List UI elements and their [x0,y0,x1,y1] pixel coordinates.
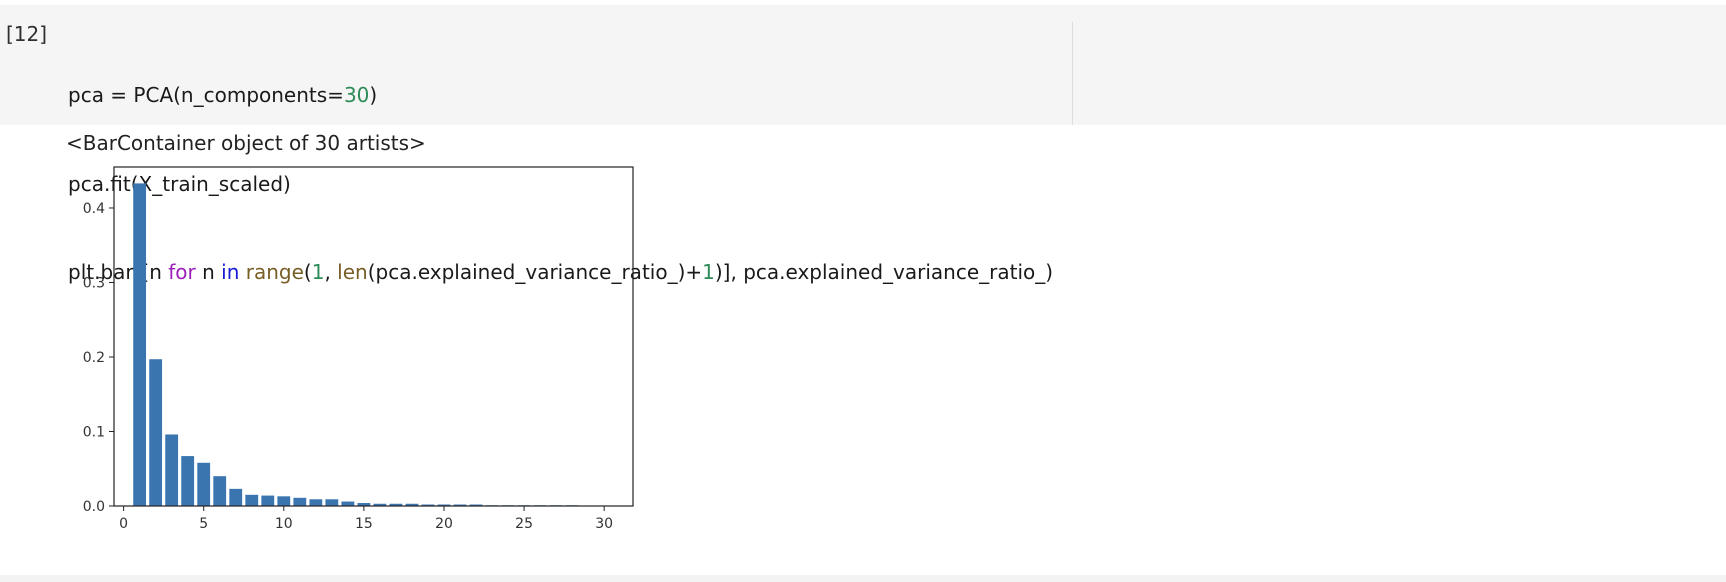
chart-bar [181,456,195,506]
code-token: ( [303,260,312,284]
code-keyword: for [168,260,196,284]
code-line-3: plt.bar([n for n in range(1, len(pca.exp… [68,258,1053,288]
code-number: 1 [702,260,715,284]
chart-bar [213,476,227,506]
code-builtin: range [245,260,304,284]
chart-bar [325,499,339,506]
y-tick-label: 0.0 [83,499,105,515]
code-token: )], pca.explained_variance_ratio_) [714,260,1054,284]
chart-bar [277,496,291,506]
code-builtin: len [337,260,368,284]
top-strip [0,0,1726,5]
y-tick-label: 0.4 [83,201,105,217]
chart-bar [149,359,163,506]
code-token: (pca.explained_variance_ratio_)+ [367,260,703,284]
bar-chart: 0 5 10 15 20 25 30 0.0 0.1 0.2 0.3 0.4 [83,166,634,532]
chart-bar [405,503,419,506]
chart-bar [437,504,451,506]
code-token: pca = PCA(n_components= [68,83,344,107]
chart-bar [133,183,147,506]
code-line-2: pca.fit(X_train_scaled) [68,171,291,196]
next-cell-edge [0,575,1726,582]
y-tick-label: 0.2 [83,350,105,366]
code-keyword: in [221,260,240,284]
y-tick-label: 0.3 [83,275,105,291]
code-token: plt.bar([n [68,260,169,284]
chart-bar [165,434,179,506]
chart-bar [229,488,243,506]
cell-output-text: <BarContainer object of 30 artists> [66,131,426,155]
chart-bar [197,462,211,506]
code-cell-input[interactable] [0,5,1726,125]
x-tick-label: 10 [275,516,293,532]
code-token: , [324,260,338,284]
code-number: 30 [343,83,370,107]
x-tick-label: 0 [119,516,128,532]
x-tick-label: 30 [595,516,613,532]
chart-bar [389,503,403,506]
code-editor[interactable]: pca = PCA(n_components=30) pca.fit(X_tra… [68,22,1053,317]
chart-bar [245,494,259,506]
x-tick-label: 20 [435,516,453,532]
chart-bar [453,504,467,506]
chart-bar [341,501,355,506]
chart-bar [469,504,483,506]
code-token: n [195,260,222,284]
code-number: 1 [311,260,325,284]
x-tick-label: 5 [199,516,208,532]
chart-bar [421,504,435,506]
editor-ruler [1072,22,1073,125]
code-line-1: pca = PCA(n_components=30) [68,81,1053,111]
chart-bar [293,497,307,506]
cell-execution-count: [12] [6,22,48,46]
plot-frame [113,166,634,507]
y-tick-label: 0.1 [83,424,105,440]
x-tick-label: 25 [515,516,533,532]
chart-bar [309,499,323,506]
chart-bar [357,503,371,506]
x-tick-label: 15 [355,516,373,532]
chart-bar [261,495,275,506]
chart-bar [373,503,387,506]
code-token: ) [369,83,378,107]
